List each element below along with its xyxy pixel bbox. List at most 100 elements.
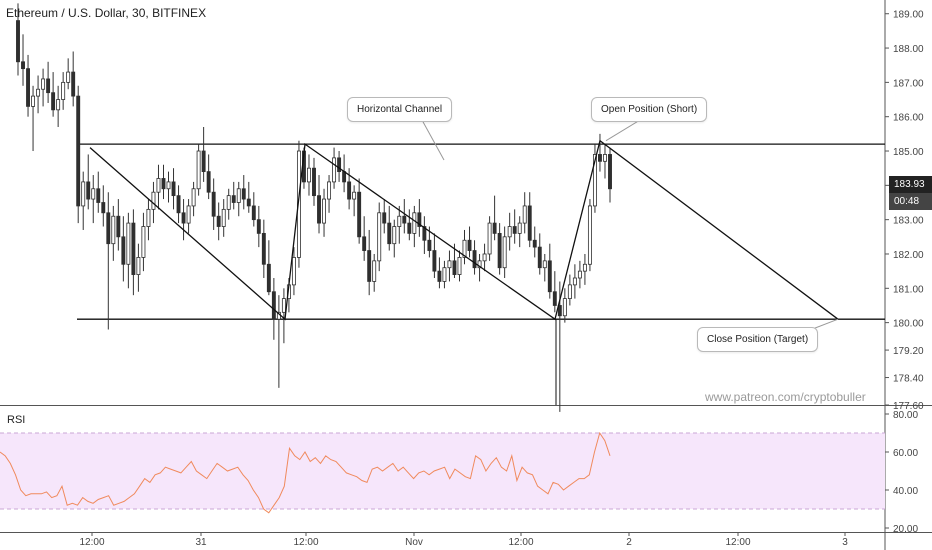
candle-body (36, 88, 41, 97)
candle-body (211, 191, 216, 217)
candle-body (608, 154, 612, 190)
candle-body (186, 205, 191, 224)
candle-body (447, 260, 452, 269)
candle-body (126, 222, 131, 265)
time-tick-label: 12:00 (293, 537, 318, 548)
candle-body (567, 284, 572, 300)
candle-body (31, 95, 36, 107)
candle-body (377, 212, 382, 262)
candle-body (367, 250, 372, 282)
candle-body (71, 71, 76, 97)
candle-body (116, 215, 121, 238)
candle-body (156, 178, 161, 193)
candle-body (372, 260, 377, 282)
candle-body (452, 260, 457, 275)
candle-body (437, 270, 442, 282)
time-tick-label: 12:00 (508, 537, 533, 548)
candle-body (307, 167, 311, 183)
candle-body (201, 150, 206, 173)
candle-body (261, 232, 266, 265)
time-tick-label: 12:00 (79, 537, 104, 548)
price-tick-label: 178.40 (893, 374, 924, 385)
candle-body (236, 188, 241, 203)
candle-body (151, 191, 156, 210)
candle-body (312, 167, 316, 197)
candle-body (482, 253, 487, 262)
time-tick-label: 3 (842, 537, 848, 548)
rsi-tick-label: 20.00 (893, 524, 918, 535)
candle-body (296, 150, 301, 258)
time-tick-label: Nov (405, 537, 423, 548)
candle-body (427, 239, 432, 251)
candle-body (322, 198, 326, 224)
candle-body (16, 20, 20, 63)
time-tick-label: 2 (626, 537, 632, 548)
candle-body (281, 298, 286, 313)
candle-body (91, 188, 96, 200)
rsi-tick-label: 60.00 (893, 448, 918, 459)
candle-body (56, 99, 61, 111)
candle-body (291, 257, 296, 286)
candle-body (266, 263, 271, 293)
price-tick-label: 180.00 (893, 319, 924, 330)
time-tick-label: 12:00 (725, 537, 750, 548)
candle-body (532, 239, 537, 248)
callout-horizontal-channel[interactable]: Horizontal Channel (347, 97, 453, 122)
candle-body (587, 205, 592, 265)
candle-body (507, 226, 512, 238)
candle-body (171, 181, 176, 197)
candle-body (417, 212, 422, 227)
price-tick-label: 185.00 (893, 147, 924, 158)
candle-body (221, 208, 226, 227)
candle-body (176, 195, 181, 214)
candle-body (51, 92, 56, 111)
price-tick-label: 181.00 (893, 284, 924, 295)
candle-body (562, 298, 567, 317)
candle-body (442, 267, 447, 282)
candle-body (387, 222, 392, 245)
price-tick-label: 182.00 (893, 250, 924, 261)
callout-open-position[interactable]: Open Position (Short) (591, 97, 708, 122)
candle-body (251, 205, 256, 221)
candle-body (46, 78, 51, 94)
candle-body (161, 178, 166, 190)
price-tick-label: 177.60 (893, 401, 924, 412)
candle-body (332, 157, 337, 183)
candle-body (111, 215, 116, 245)
price-tick-label: 183.00 (893, 216, 924, 227)
candle-body (101, 202, 106, 214)
last-price-tag: 183.93 (889, 176, 932, 193)
zigzag-pattern-line (89, 139, 839, 321)
candle-body (181, 212, 186, 224)
candle-body (81, 181, 86, 207)
candle-body (131, 222, 136, 275)
candle-body (598, 154, 602, 162)
candle-body (342, 171, 347, 183)
candle-body (402, 215, 407, 224)
chart-title: Ethereum / U.S. Dollar, 30, BITFINEX (6, 6, 207, 20)
callout-close-position[interactable]: Close Position (Target) (697, 327, 819, 352)
bar-countdown-tag: 00:48 (889, 193, 932, 210)
price-tick-label: 179.20 (893, 346, 924, 357)
candle-body (512, 226, 517, 234)
candle-body (492, 222, 497, 234)
price-tick-label: 189.00 (893, 10, 924, 21)
candle-body (241, 188, 246, 200)
candle-body (362, 236, 367, 251)
candle-body (347, 181, 352, 200)
callout-pointer-channel (421, 119, 445, 161)
candle-body (246, 198, 251, 207)
candle-body (382, 212, 387, 224)
candle-body (572, 277, 577, 286)
candle-body (41, 78, 46, 90)
candle-body (337, 157, 342, 173)
price-tick-label: 187.00 (893, 78, 924, 89)
candle-body (136, 257, 141, 275)
candle-body (592, 154, 597, 207)
candle-body (226, 195, 231, 210)
candle-body (231, 195, 236, 203)
candle-body (106, 212, 111, 245)
candle-body (502, 236, 507, 269)
candle-body (557, 305, 562, 317)
